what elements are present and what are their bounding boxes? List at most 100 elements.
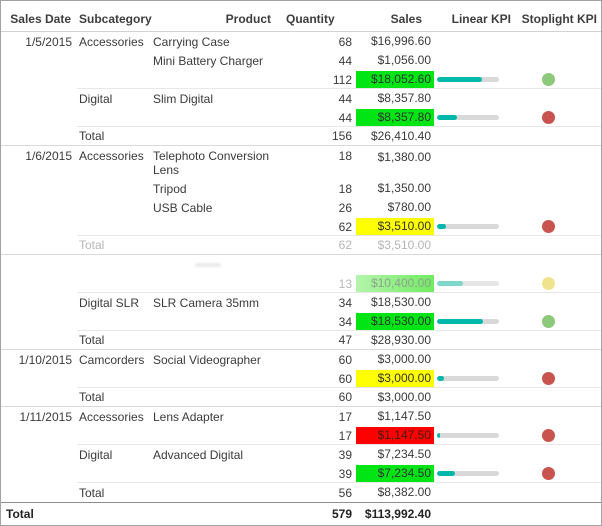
table-row: Total 62 $3,510.00: [1, 236, 601, 255]
quantity-cell: 44: [338, 53, 352, 68]
sales-cell: $8,357.80: [356, 90, 434, 107]
quantity-cell: 47: [338, 333, 352, 347]
subcategory-cell: Total: [79, 485, 105, 500]
sales-value: $1,147.50: [377, 409, 431, 423]
sales-cell: $16,996.60: [356, 33, 434, 50]
sales-date-cell: 1/11/2015: [19, 409, 73, 424]
faded-text-smudge: [195, 262, 221, 267]
stoplight-kpi-cell: [512, 467, 601, 480]
table-row: 13 $10,400.00: [1, 274, 601, 293]
sales-value: $1,056.00: [377, 53, 431, 67]
column-header-linear-kpi: Linear KPI: [451, 12, 511, 26]
sales-cell: $8,357.80: [356, 109, 434, 126]
linear-kpi-cell: [434, 376, 512, 381]
linear-kpi-bar: [437, 376, 499, 381]
quantity-cell: 39: [338, 466, 352, 481]
sales-cell: $1,380.00: [356, 149, 434, 166]
sales-date-cell: 1/10/2015: [18, 352, 72, 367]
stoplight-dot-red: [542, 429, 555, 442]
sales-value: $113,992.40: [364, 506, 431, 521]
sales-highlight: $3,510.00: [356, 218, 434, 235]
linear-kpi-cell: [434, 77, 512, 82]
sales-cell: $3,510.00: [356, 237, 434, 254]
sales-value: $3,000.00: [377, 352, 431, 366]
sales-cell: $7,234.50: [356, 446, 434, 463]
linear-kpi-bar: [437, 224, 499, 229]
linear-kpi-bar: [437, 319, 499, 324]
sales-value: $18,530.00: [370, 295, 431, 309]
quantity-cell: 56: [338, 485, 352, 500]
sales-cell: $18,530.00: [356, 294, 434, 311]
sales-value: $3,000.00: [377, 389, 431, 404]
product-cell: Carrying Case: [153, 34, 230, 49]
quantity-cell: 68: [338, 34, 352, 49]
spacer-row: [1, 255, 601, 274]
sales-highlight: $18,530.00: [356, 313, 434, 330]
sales-value: $26,410.40: [370, 128, 431, 143]
linear-kpi-fill: [437, 224, 446, 229]
table-row: 34 $18,530.00: [1, 312, 601, 331]
quantity-cell: 17: [338, 409, 352, 424]
table-row: Total 156 $26,410.40: [1, 127, 601, 146]
linear-kpi-bar: [437, 471, 499, 476]
quantity-cell: 44: [338, 110, 352, 125]
column-header-stoplight-kpi: Stoplight KPI: [521, 12, 597, 26]
linear-kpi-cell: [434, 115, 512, 120]
sales-cell: $3,000.00: [356, 389, 434, 406]
sales-value: $8,382.00: [377, 485, 431, 499]
quantity-cell: 17: [338, 428, 352, 443]
table-row: 1/11/2015 Accessories Lens Adapter 17 $1,147…: [1, 407, 601, 426]
table-row: 1/10/2015 Camcorders Social Videographer 60…: [1, 350, 601, 369]
table-row: Total 47 $28,930.00: [1, 331, 601, 350]
table-body: 1/5/2015 Accessories Carrying Case 68 $16,99…: [1, 32, 601, 525]
product-cell: Slim Digital: [153, 91, 214, 106]
stoplight-kpi-cell: [512, 429, 601, 442]
table-row: Total 60 $3,000.00: [1, 388, 601, 407]
quantity-cell: 44: [338, 91, 352, 106]
table-row: 44 $8,357.80: [1, 108, 601, 127]
table-row: 1/6/2015 Accessories Telephoto Conversion …: [1, 146, 601, 179]
linear-kpi-fill: [437, 115, 458, 120]
sales-highlight: $18,052.60: [356, 71, 434, 88]
sales-date-cell: 1/5/2015: [25, 34, 72, 49]
sales-highlight: $10,400.00: [356, 275, 434, 292]
sales-cell: $3,000.00: [356, 351, 434, 368]
quantity-cell: 156: [331, 129, 352, 143]
quantity-cell: 60: [338, 390, 352, 404]
quantity-cell: 62: [338, 238, 352, 252]
linear-kpi-fill: [437, 471, 455, 476]
sales-date-cell: Total: [6, 507, 34, 521]
sales-cell: $1,350.00: [356, 180, 434, 197]
product-cell: Tripod: [153, 181, 187, 196]
stoplight-dot-green: [542, 73, 555, 86]
quantity-cell: 18: [338, 149, 352, 163]
stoplight-dot-red: [542, 220, 555, 233]
quantity-cell: 13: [338, 276, 352, 291]
linear-kpi-fill: [437, 433, 441, 438]
linear-kpi-cell: [434, 433, 512, 438]
column-header-sales-date: Sales Date: [10, 12, 71, 26]
sales-value: $1,350.00: [377, 181, 431, 195]
stoplight-kpi-cell: [512, 372, 601, 385]
stoplight-kpi-cell: [512, 220, 601, 233]
linear-kpi-cell: [434, 281, 512, 286]
column-header-product: Product: [225, 12, 271, 26]
table-row: Total 579 $113,992.40: [1, 502, 601, 525]
sales-highlight: $3,000.00: [356, 370, 434, 387]
sales-value: $7,234.50: [377, 447, 431, 461]
subcategory-cell: Digital SLR: [79, 295, 140, 310]
product-cell: Telephoto Conversion Lens: [153, 149, 270, 177]
linear-kpi-fill: [437, 281, 464, 286]
stoplight-dot-red: [542, 372, 555, 385]
linear-kpi-bar: [437, 115, 499, 120]
sales-cell: $18,530.00: [356, 313, 434, 330]
quantity-cell: 62: [338, 219, 352, 234]
product-cell: Mini Battery Charger: [153, 53, 264, 68]
product-cell: Lens Adapter: [153, 409, 224, 424]
product-cell: Advanced Digital: [153, 447, 244, 462]
subcategory-cell: Digital: [79, 91, 113, 106]
table-header-row: Sales Date Subcategory Product Quantity …: [1, 7, 601, 32]
linear-kpi-fill: [437, 319, 483, 324]
stoplight-dot-red: [542, 111, 555, 124]
stoplight-kpi-cell: [512, 277, 601, 290]
